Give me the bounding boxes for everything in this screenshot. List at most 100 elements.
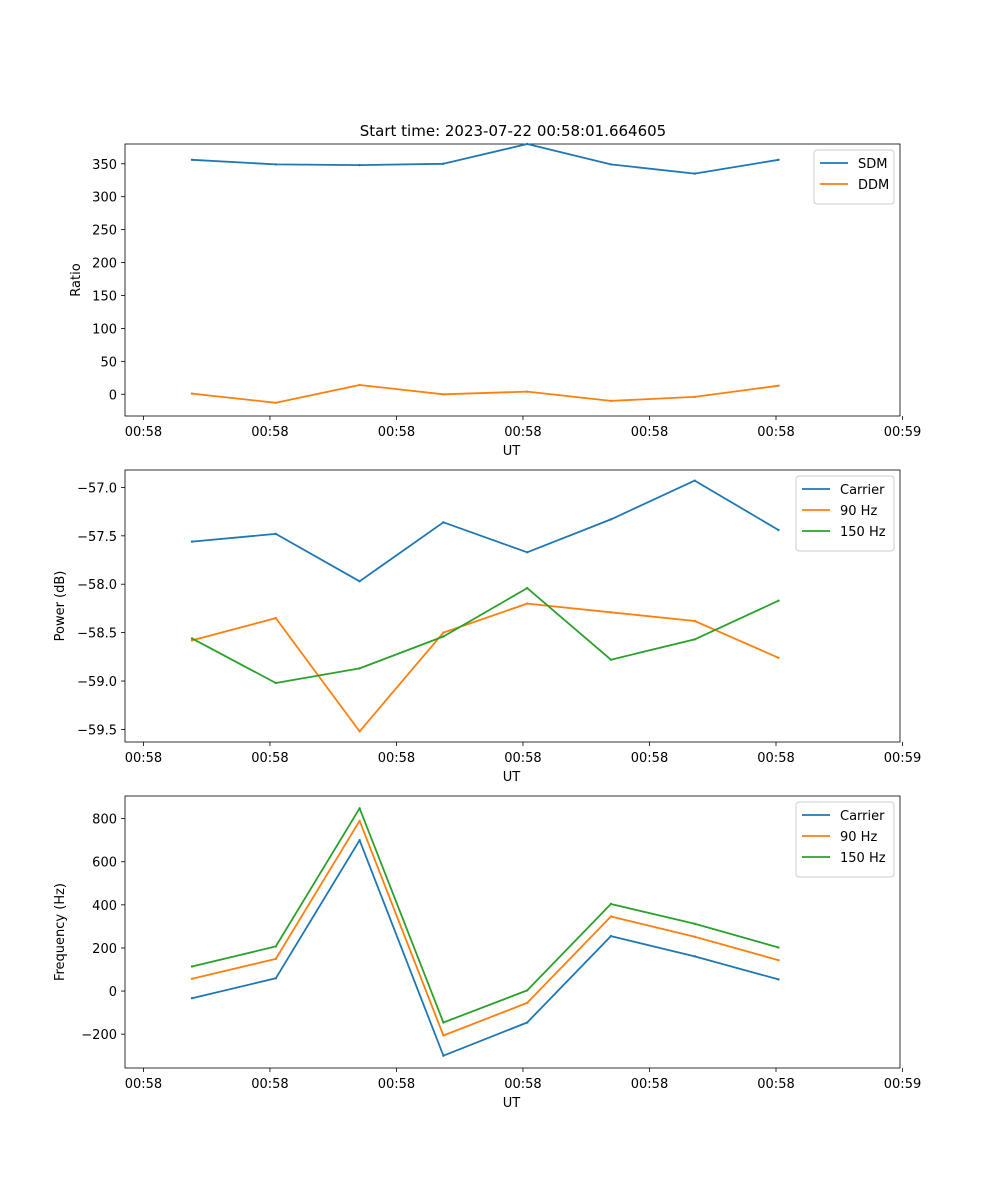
- data-point-carrier: [525, 551, 529, 554]
- data-point-150-hz: [693, 922, 696, 926]
- data-point-90-hz: [442, 631, 445, 634]
- panel-2-axes-frame: [124, 469, 901, 743]
- figure-title: Start time: 2023-07-22 00:58:01.664605: [360, 122, 666, 140]
- y-tick-label: 0: [109, 985, 117, 1000]
- x-tick-label: 00:58: [631, 751, 668, 766]
- legend-label-90-hz: 90 Hz: [840, 830, 877, 845]
- data-point-carrier: [609, 518, 613, 521]
- panel-3: 00:58 00:58 00:58 00:58 00:58 00:58 00:59 −200 0…: [53, 795, 921, 1111]
- data-point-carrier: [777, 528, 780, 532]
- data-point-carrier: [442, 1054, 445, 1057]
- data-point-90-hz: [358, 730, 361, 733]
- x-tick-label: 00:58: [251, 1077, 288, 1092]
- data-point-ddm: [358, 383, 361, 387]
- legend: Carrier 90 Hz 150 Hz: [795, 801, 895, 878]
- data-point-sdm: [777, 158, 780, 162]
- data-point-150-hz: [274, 681, 278, 685]
- data-point-90-hz: [525, 602, 529, 605]
- data-point-sdm: [190, 158, 194, 162]
- legend-label-90-hz: 90 Hz: [840, 504, 877, 519]
- series-line-carrier: [191, 479, 779, 583]
- data-point-150-hz: [190, 965, 194, 968]
- data-point-ddm: [609, 399, 613, 403]
- x-tick-label: 00:58: [504, 1077, 541, 1092]
- y-tick-label: 250: [92, 224, 117, 239]
- x-tick-label: 00:58: [251, 751, 288, 766]
- x-tick-label: 00:58: [504, 751, 541, 766]
- y-axis-label: Ratio: [69, 263, 84, 296]
- y-tick-label: 400: [92, 899, 117, 914]
- x-axis-label: UT: [503, 1096, 521, 1111]
- data-point-sdm: [358, 163, 361, 167]
- legend-box: [795, 475, 895, 552]
- data-point-carrier: [190, 540, 194, 543]
- data-point-carrier: [525, 1021, 529, 1024]
- legend-label-carrier: Carrier: [840, 483, 885, 498]
- data-point-90-hz: [777, 656, 780, 659]
- panel-3-axes-frame: [124, 795, 901, 1069]
- y-tick-label: −58.0: [77, 578, 117, 593]
- legend-label-150-hz: 150 Hz: [840, 525, 886, 540]
- data-point-90-hz: [190, 639, 194, 642]
- data-point-150-hz: [274, 945, 278, 948]
- y-tick-label: 200: [92, 257, 117, 272]
- data-point-sdm: [693, 172, 696, 175]
- data-point-90-hz: [442, 1034, 445, 1037]
- data-point-ddm: [777, 384, 780, 387]
- legend: SDM DDM: [813, 149, 895, 205]
- y-tick-label: 800: [92, 813, 117, 828]
- data-point-ddm: [190, 392, 194, 395]
- data-point-carrier: [190, 996, 194, 1000]
- panel-1: 00:58 00:58 00:58 00:58 00:58 00:58 00:59 0 50 10…: [69, 142, 921, 459]
- data-point-ddm: [525, 390, 529, 393]
- data-point-carrier: [442, 521, 445, 524]
- data-point-90-hz: [693, 619, 696, 623]
- data-point-carrier: [274, 977, 278, 980]
- data-point-150-hz: [442, 1021, 445, 1024]
- data-point-150-hz: [609, 902, 613, 906]
- y-tick-label: 200: [92, 942, 117, 957]
- y-tick-label: −59.5: [77, 723, 117, 738]
- series-line-ddm: [191, 384, 779, 404]
- data-point-150-hz: [525, 586, 529, 590]
- data-point-90-hz: [609, 611, 613, 614]
- x-tick-label: 00:58: [631, 1077, 668, 1092]
- data-point-carrier: [358, 580, 361, 583]
- y-axis-label: Frequency (Hz): [53, 883, 68, 981]
- data-point-sdm: [442, 162, 445, 165]
- data-point-ddm: [693, 395, 696, 399]
- data-point-150-hz: [442, 635, 445, 638]
- x-tick-label: 00:58: [378, 425, 415, 440]
- legend: Carrier 90 Hz 150 Hz: [795, 475, 895, 552]
- data-point-90-hz: [274, 616, 278, 620]
- data-point-150-hz: [358, 807, 361, 810]
- series-line-150-hz: [191, 587, 779, 684]
- y-tick-label: −57.5: [77, 530, 117, 545]
- data-point-90-hz: [358, 819, 361, 822]
- data-point-ddm: [274, 401, 278, 405]
- panel-1-axes-frame: [124, 143, 901, 417]
- data-point-carrier: [693, 955, 696, 958]
- data-point-sdm: [609, 163, 613, 166]
- data-point-ddm: [442, 393, 445, 396]
- series-line-90-hz: [191, 602, 779, 733]
- x-tick-label: 00:58: [757, 751, 794, 766]
- y-axis-label: Power (dB): [53, 571, 68, 642]
- x-tick-label: 00:58: [504, 425, 541, 440]
- data-point-90-hz: [190, 977, 194, 980]
- data-point-150-hz: [777, 946, 780, 949]
- y-tick-label: −57.0: [77, 481, 117, 496]
- data-point-carrier: [609, 934, 613, 938]
- x-tick-label: 00:58: [125, 1077, 162, 1092]
- x-tick-label: 00:58: [757, 425, 794, 440]
- data-point-150-hz: [190, 637, 194, 640]
- data-point-90-hz: [609, 915, 613, 918]
- y-tick-label: 100: [92, 322, 117, 337]
- data-point-150-hz: [525, 989, 529, 992]
- legend-label-sdm: SDM: [858, 157, 887, 172]
- y-tick-label: 600: [92, 856, 117, 871]
- legend-label-ddm: DDM: [858, 178, 889, 193]
- data-point-sdm: [525, 142, 529, 146]
- x-tick-label: 00:58: [378, 1077, 415, 1092]
